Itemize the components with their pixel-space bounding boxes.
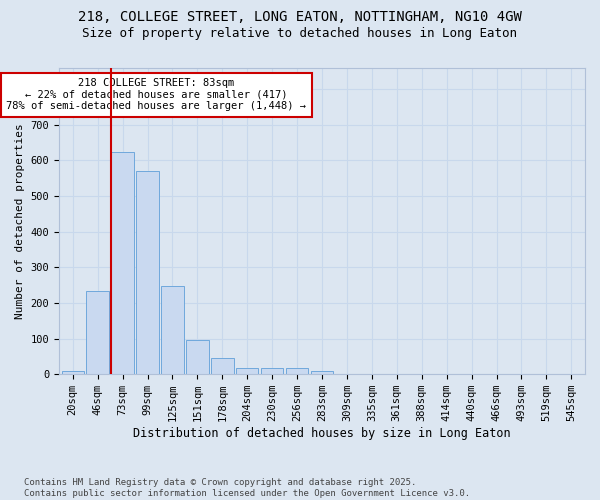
Bar (286, 368, 308, 374)
Bar (86, 292, 109, 374)
Bar (161, 286, 184, 374)
Text: Contains HM Land Registry data © Crown copyright and database right 2025.
Contai: Contains HM Land Registry data © Crown c… (24, 478, 470, 498)
Text: Size of property relative to detached houses in Long Eaton: Size of property relative to detached ho… (83, 28, 517, 40)
Bar (62, 370, 84, 374)
Bar (261, 368, 283, 374)
Bar (236, 368, 259, 374)
Bar (311, 372, 333, 374)
Bar (136, 171, 159, 374)
Bar (186, 340, 209, 374)
Bar (112, 152, 134, 374)
Text: 218 COLLEGE STREET: 83sqm
← 22% of detached houses are smaller (417)
78% of semi: 218 COLLEGE STREET: 83sqm ← 22% of detac… (7, 78, 307, 112)
Y-axis label: Number of detached properties: Number of detached properties (15, 123, 25, 318)
Bar (211, 358, 233, 374)
Text: 218, COLLEGE STREET, LONG EATON, NOTTINGHAM, NG10 4GW: 218, COLLEGE STREET, LONG EATON, NOTTING… (78, 10, 522, 24)
X-axis label: Distribution of detached houses by size in Long Eaton: Distribution of detached houses by size … (133, 427, 511, 440)
